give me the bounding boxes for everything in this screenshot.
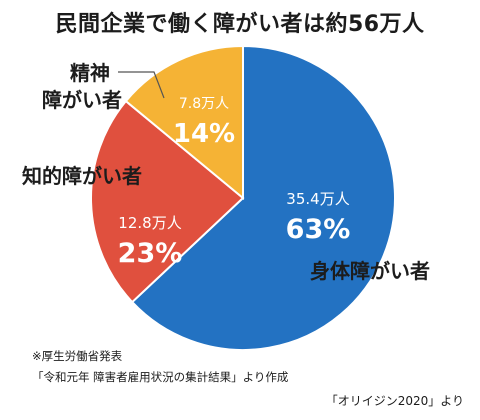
- note-source-ministry: ※厚生労働省発表: [32, 349, 123, 363]
- slice-percent-label-2: 14%: [173, 119, 235, 149]
- category-label-2-line2: 障がい者: [42, 88, 122, 112]
- pie-slice-1: [90, 99, 245, 304]
- slice-percent-label-0: 63%: [286, 214, 351, 245]
- slice-count-label-1: 12.8万人: [118, 214, 181, 232]
- pie-slice-0: [130, 44, 396, 351]
- chart-title: 民間企業で働く障がい者は約56万人: [55, 12, 425, 37]
- pie-slice-2: [124, 44, 244, 201]
- note-report-title: 「令和元年 障害者雇用状況の集計結果」より作成: [32, 370, 289, 384]
- slice-count-label-2: 7.8万人: [179, 96, 229, 112]
- category-label-2-line1: 精神: [70, 61, 110, 85]
- slice-count-label-0: 35.4万人: [286, 190, 349, 208]
- slice-percent-label-1: 23%: [118, 238, 183, 269]
- source-credit: 「オリイジン2020」より: [325, 394, 464, 408]
- leader-line: [118, 71, 165, 99]
- category-label-0: 身体障がい者: [310, 259, 430, 283]
- category-label-1: 知的障がい者: [22, 164, 142, 188]
